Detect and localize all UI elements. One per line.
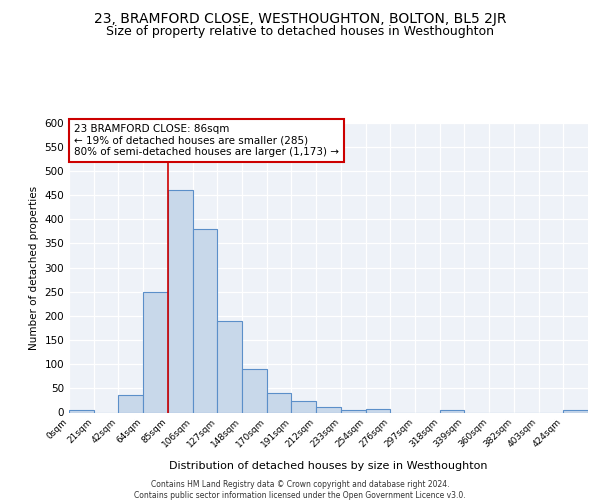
Bar — [193, 229, 217, 412]
Text: 23 BRAMFORD CLOSE: 86sqm
← 19% of detached houses are smaller (285)
80% of semi-: 23 BRAMFORD CLOSE: 86sqm ← 19% of detach… — [74, 124, 339, 157]
Text: Contains public sector information licensed under the Open Government Licence v3: Contains public sector information licen… — [134, 491, 466, 500]
Bar — [341, 410, 365, 412]
Bar — [217, 320, 242, 412]
Bar — [168, 190, 193, 412]
Bar — [242, 369, 267, 412]
Bar — [365, 409, 390, 412]
Y-axis label: Number of detached properties: Number of detached properties — [29, 186, 39, 350]
Bar — [440, 410, 464, 412]
Bar — [143, 292, 168, 412]
Bar — [292, 402, 316, 412]
Bar — [563, 410, 588, 412]
Text: Size of property relative to detached houses in Westhoughton: Size of property relative to detached ho… — [106, 25, 494, 38]
Text: Contains HM Land Registry data © Crown copyright and database right 2024.: Contains HM Land Registry data © Crown c… — [151, 480, 449, 489]
X-axis label: Distribution of detached houses by size in Westhoughton: Distribution of detached houses by size … — [169, 460, 488, 470]
Text: 23, BRAMFORD CLOSE, WESTHOUGHTON, BOLTON, BL5 2JR: 23, BRAMFORD CLOSE, WESTHOUGHTON, BOLTON… — [94, 12, 506, 26]
Bar — [69, 410, 94, 412]
Bar — [316, 406, 341, 412]
Bar — [267, 393, 292, 412]
Bar — [118, 394, 143, 412]
